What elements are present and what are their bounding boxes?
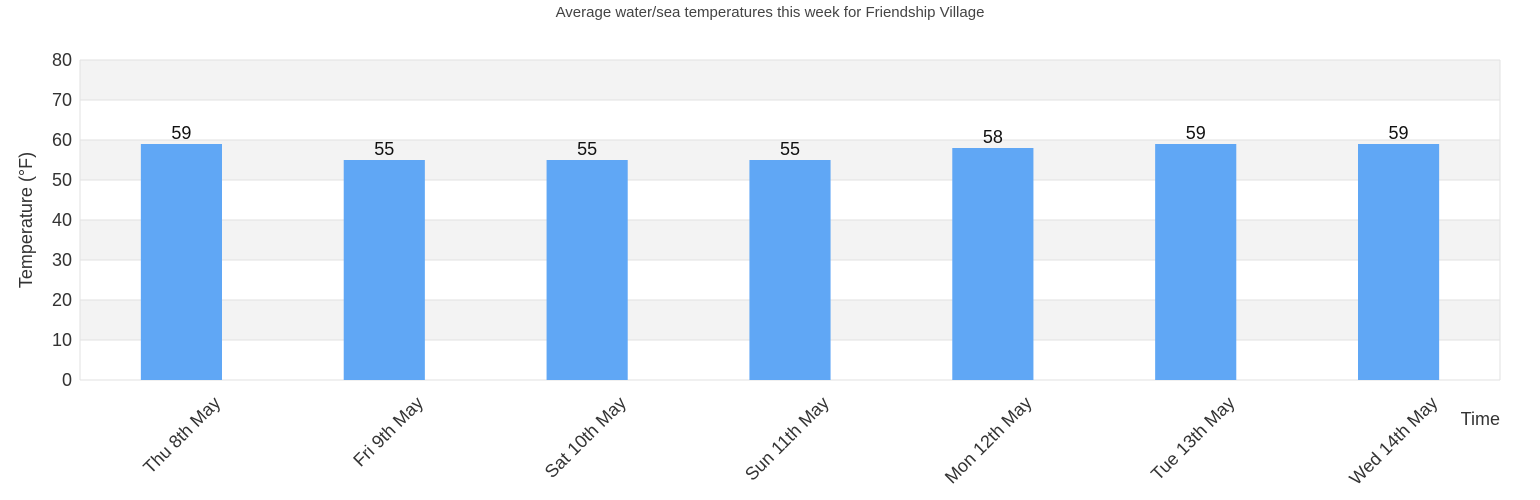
data-label: 55 bbox=[374, 139, 394, 159]
y-tick-label: 20 bbox=[52, 290, 72, 310]
x-axis-label: Time bbox=[1461, 409, 1500, 429]
y-tick-label: 70 bbox=[52, 90, 72, 110]
bar bbox=[1155, 144, 1237, 380]
y-tick-label: 50 bbox=[52, 170, 72, 190]
x-tick-label: Thu 8th May bbox=[139, 393, 224, 478]
bar bbox=[1358, 144, 1440, 380]
chart-title: Average water/sea temperatures this week… bbox=[556, 4, 985, 21]
bar bbox=[343, 160, 425, 380]
y-tick-label: 30 bbox=[52, 250, 72, 270]
data-label: 59 bbox=[1186, 123, 1206, 143]
x-tick-label: Mon 12th May bbox=[941, 393, 1036, 488]
x-tick-label: Sun 11th May bbox=[741, 393, 833, 485]
data-labels: 59 55 55 55 58 59 59 bbox=[171, 123, 1408, 159]
y-axis-ticks: 0 10 20 30 40 50 60 70 80 bbox=[52, 50, 72, 390]
data-label: 55 bbox=[780, 139, 800, 159]
x-tick-label: Sat 10th May bbox=[541, 393, 630, 482]
data-label: 55 bbox=[577, 139, 597, 159]
y-tick-label: 10 bbox=[52, 330, 72, 350]
x-tick-label: Wed 14th May bbox=[1345, 393, 1441, 489]
bar bbox=[749, 160, 831, 380]
bars bbox=[140, 144, 1440, 380]
bar bbox=[546, 160, 628, 380]
plot-band bbox=[80, 100, 1500, 140]
data-label: 58 bbox=[983, 127, 1003, 147]
bar bbox=[140, 144, 222, 380]
x-axis-ticks: Thu 8th May Fri 9th May Sat 10th May Sun 11… bbox=[139, 393, 1441, 489]
plot-band bbox=[80, 60, 1500, 100]
y-tick-label: 0 bbox=[62, 370, 72, 390]
y-tick-label: 80 bbox=[52, 50, 72, 70]
x-tick-label: Tue 13th May bbox=[1147, 393, 1238, 484]
data-label: 59 bbox=[1389, 123, 1409, 143]
y-tick-label: 40 bbox=[52, 210, 72, 230]
y-axis-label: Temperature (°F) bbox=[16, 152, 36, 288]
bar bbox=[952, 148, 1034, 380]
y-tick-label: 60 bbox=[52, 130, 72, 150]
x-tick-label: Fri 9th May bbox=[349, 393, 427, 471]
data-label: 59 bbox=[171, 123, 191, 143]
